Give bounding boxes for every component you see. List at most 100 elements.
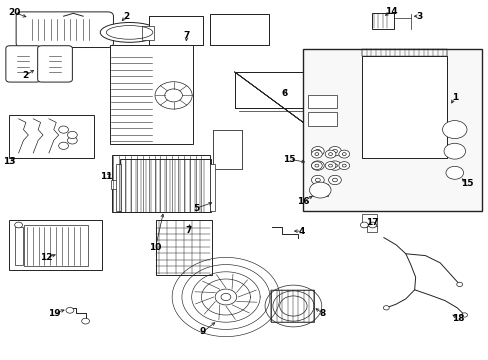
Text: 7: 7 xyxy=(184,226,191,235)
Circle shape xyxy=(164,89,182,102)
Circle shape xyxy=(328,175,341,185)
Text: 11: 11 xyxy=(100,172,113,181)
Circle shape xyxy=(328,164,332,167)
Bar xyxy=(361,214,376,227)
Circle shape xyxy=(81,318,89,324)
Bar xyxy=(366,226,376,232)
Bar xyxy=(307,95,337,108)
Circle shape xyxy=(461,313,467,317)
Bar xyxy=(271,290,314,322)
Circle shape xyxy=(315,164,320,167)
Circle shape xyxy=(67,131,77,139)
Circle shape xyxy=(59,126,68,133)
Bar xyxy=(111,180,120,189)
Bar xyxy=(271,290,314,322)
Circle shape xyxy=(59,142,68,149)
Bar xyxy=(210,14,268,45)
Bar xyxy=(149,16,203,45)
Circle shape xyxy=(332,178,337,182)
Text: 15: 15 xyxy=(283,154,295,163)
Bar xyxy=(155,220,211,275)
Circle shape xyxy=(442,121,466,139)
Text: 2: 2 xyxy=(22,71,28,80)
Bar xyxy=(149,16,203,45)
Circle shape xyxy=(332,149,337,153)
Text: 9: 9 xyxy=(199,328,206,336)
Bar xyxy=(361,49,447,56)
Bar xyxy=(361,56,447,158)
Text: 1: 1 xyxy=(451,93,457,102)
Circle shape xyxy=(315,149,320,153)
Circle shape xyxy=(338,162,349,170)
Circle shape xyxy=(368,222,376,228)
Text: 20: 20 xyxy=(8,8,21,17)
Circle shape xyxy=(383,306,388,310)
Bar xyxy=(116,164,121,211)
Circle shape xyxy=(445,166,463,179)
Bar xyxy=(212,130,242,169)
Text: 6: 6 xyxy=(281,89,287,98)
Circle shape xyxy=(456,282,462,287)
Bar xyxy=(210,14,268,45)
Circle shape xyxy=(314,153,318,156)
Text: 7: 7 xyxy=(183,31,190,40)
Bar xyxy=(303,49,481,211)
Text: 8: 8 xyxy=(319,309,325,318)
Circle shape xyxy=(342,153,346,156)
Bar xyxy=(9,115,94,158)
Circle shape xyxy=(221,293,230,301)
Text: 2: 2 xyxy=(123,12,129,21)
Text: 17: 17 xyxy=(366,218,378,227)
Text: 13: 13 xyxy=(2,157,15,166)
FancyBboxPatch shape xyxy=(6,46,41,82)
Bar xyxy=(120,159,210,212)
Text: 15: 15 xyxy=(460,179,472,188)
Bar xyxy=(24,225,88,266)
Circle shape xyxy=(332,164,337,167)
Circle shape xyxy=(155,82,192,109)
Text: 4: 4 xyxy=(298,227,305,236)
Text: 14: 14 xyxy=(384,7,397,16)
FancyBboxPatch shape xyxy=(38,46,72,82)
Circle shape xyxy=(443,143,465,159)
Ellipse shape xyxy=(100,22,159,42)
FancyBboxPatch shape xyxy=(16,12,113,48)
Bar xyxy=(142,26,154,40)
Circle shape xyxy=(314,164,318,167)
Circle shape xyxy=(67,137,77,144)
Bar xyxy=(110,45,193,144)
Bar xyxy=(210,164,215,211)
Circle shape xyxy=(328,161,341,170)
Circle shape xyxy=(360,222,367,228)
Bar xyxy=(361,56,447,158)
Circle shape xyxy=(311,150,322,158)
Bar xyxy=(9,220,102,270)
Bar xyxy=(212,130,242,169)
Circle shape xyxy=(328,153,332,156)
Text: 5: 5 xyxy=(193,204,199,212)
Circle shape xyxy=(311,161,324,170)
Text: 18: 18 xyxy=(451,314,464,323)
Text: 19: 19 xyxy=(48,309,61,318)
Bar xyxy=(112,155,210,212)
Circle shape xyxy=(315,178,320,182)
Circle shape xyxy=(338,150,349,158)
Circle shape xyxy=(342,164,346,167)
Circle shape xyxy=(15,222,22,228)
Circle shape xyxy=(215,289,236,305)
Bar xyxy=(15,227,23,265)
Bar xyxy=(312,184,327,196)
Circle shape xyxy=(328,147,341,156)
Circle shape xyxy=(325,150,335,158)
Circle shape xyxy=(309,182,330,198)
Circle shape xyxy=(311,147,324,156)
Circle shape xyxy=(66,307,74,313)
Text: 12: 12 xyxy=(40,253,53,262)
Bar xyxy=(371,13,393,29)
Bar xyxy=(307,112,337,126)
Circle shape xyxy=(311,175,324,185)
Text: 10: 10 xyxy=(149,243,162,252)
Circle shape xyxy=(311,162,322,170)
Text: 3: 3 xyxy=(416,12,422,21)
Circle shape xyxy=(325,162,335,170)
